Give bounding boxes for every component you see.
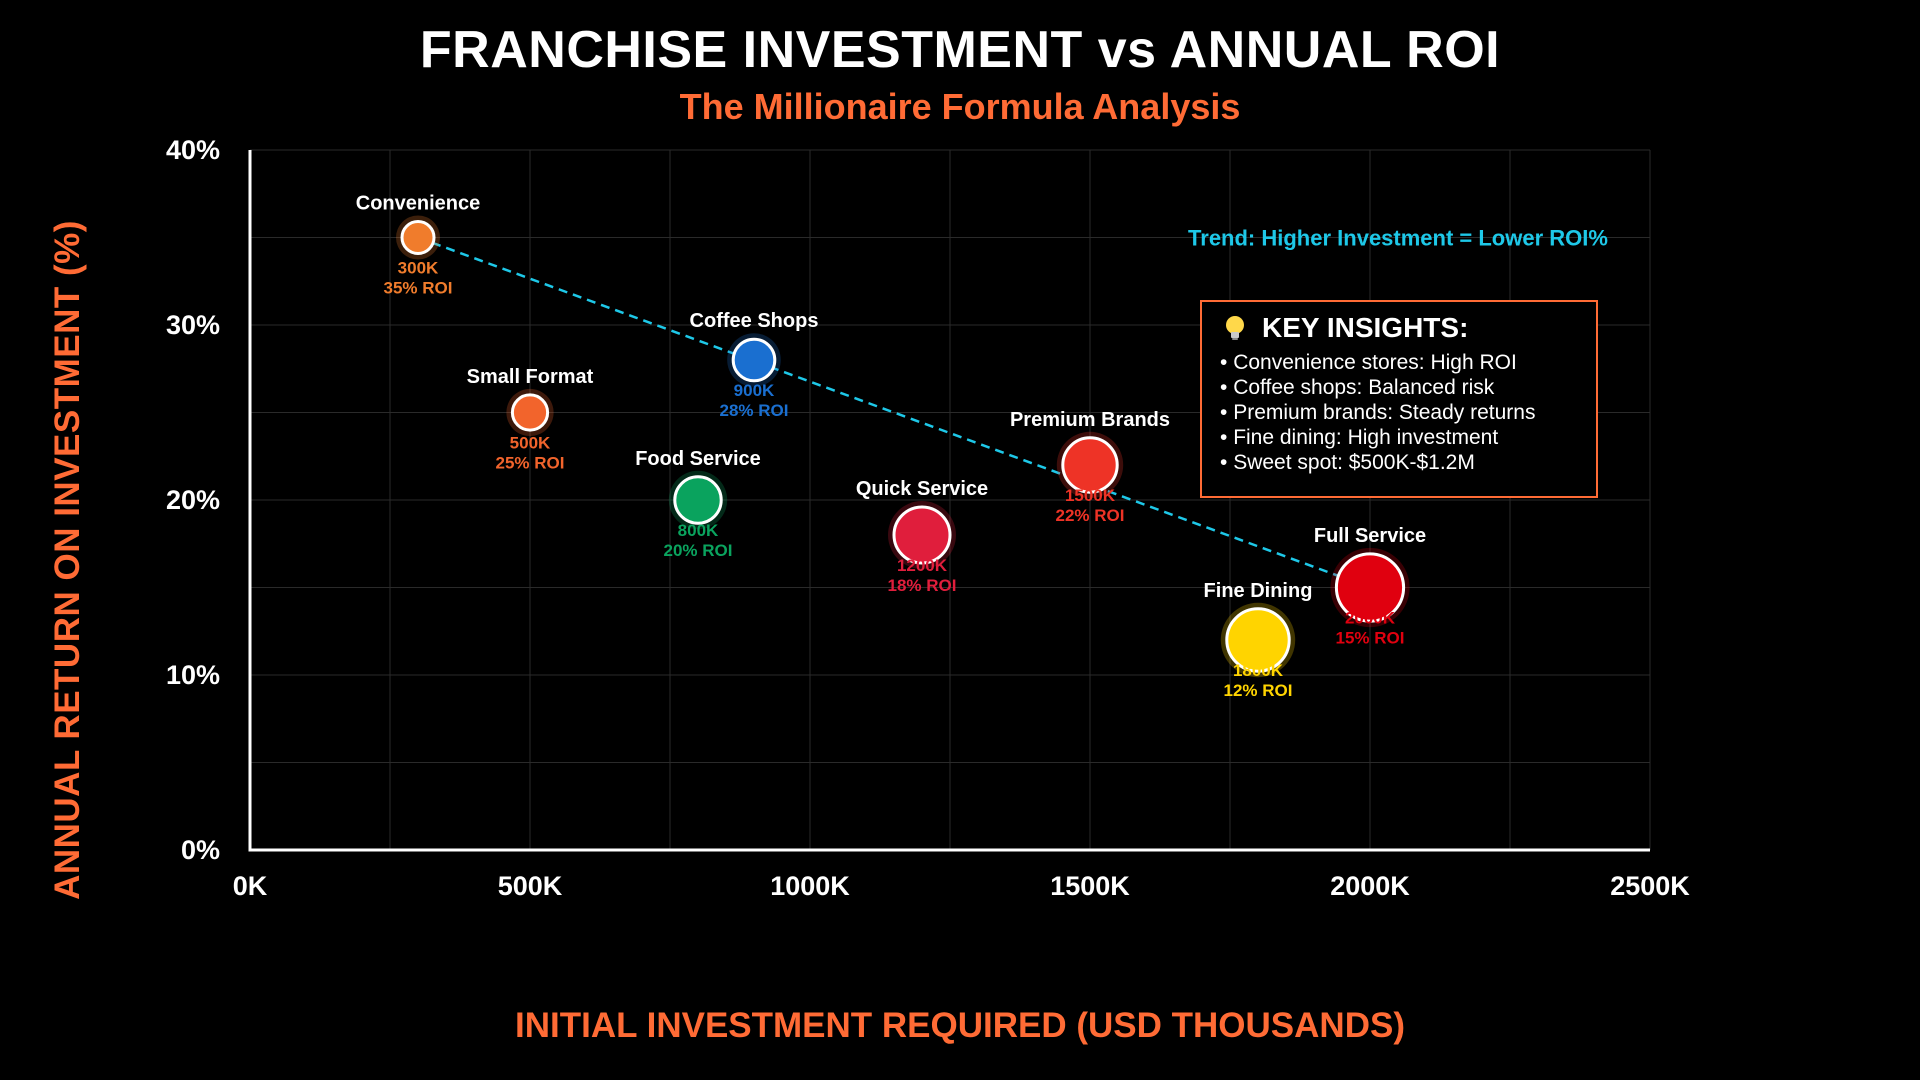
x-axis-label: INITIAL INVESTMENT REQUIRED (USD THOUSAN… xyxy=(515,1006,1405,1045)
data-point xyxy=(400,220,436,255)
data-point-roi: 15% ROI xyxy=(1336,629,1405,648)
key-insights-title: KEY INSIGHTS: xyxy=(1262,312,1469,343)
data-point-value: 2000K xyxy=(1345,609,1396,628)
data-point xyxy=(673,475,723,525)
trend: Trend: Higher Investment = Lower ROI% xyxy=(417,226,1608,589)
data-point-value: 900K xyxy=(734,381,775,400)
y-tick-label: 40% xyxy=(166,135,220,165)
y-tick-label: 20% xyxy=(166,485,220,515)
y-tick-label: 30% xyxy=(166,310,220,340)
axes: 0K 500K 1000K 1500K 2000K 2500K 0% 10% 20% 30% 40% xyxy=(166,135,1690,901)
lightbulb-icon xyxy=(1226,316,1244,340)
data-point-value: 1800K xyxy=(1233,661,1284,680)
insight-item: Fine dining: High investment xyxy=(1220,425,1578,450)
data-point-name: Fine Dining xyxy=(1204,580,1313,602)
y-tick-label: 10% xyxy=(166,660,220,690)
grid xyxy=(250,149,1651,850)
data-point-roi: 20% ROI xyxy=(664,541,733,560)
data-point-roi: 12% ROI xyxy=(1224,681,1293,700)
x-tick-label: 500K xyxy=(498,871,563,901)
data-point-value: 300K xyxy=(398,259,439,278)
data-point-value: 1200K xyxy=(897,556,948,575)
data-point-name: Food Service xyxy=(635,448,761,470)
data-point xyxy=(731,337,777,383)
data-point-value: 500K xyxy=(510,434,551,453)
x-tick-label: 2000K xyxy=(1330,871,1410,901)
key-insights-box: KEY INSIGHTS: Convenience stores: High R… xyxy=(1200,300,1598,498)
data-point-name: Convenience xyxy=(356,193,480,215)
x-tick-label: 1000K xyxy=(770,871,850,901)
y-tick-label: 0% xyxy=(181,835,220,865)
data-point xyxy=(1334,552,1406,623)
trend-line xyxy=(417,236,1371,589)
data-point-value: 1500K xyxy=(1065,486,1116,505)
insight-item: Convenience stores: High ROI xyxy=(1220,350,1578,375)
insights-list: Convenience stores: High ROI Coffee shop… xyxy=(1220,350,1578,475)
data-point xyxy=(892,505,952,565)
chart-subtitle: The Millionaire Formula Analysis xyxy=(679,86,1241,127)
data-point-roi: 18% ROI xyxy=(888,576,957,595)
insight-item: Premium brands: Steady returns xyxy=(1220,400,1578,425)
data-point-name: Quick Service xyxy=(856,478,988,500)
data-point-name: Full Service xyxy=(1314,525,1426,547)
data-point-roi: 35% ROI xyxy=(384,279,453,298)
x-tick-label: 1500K xyxy=(1050,871,1130,901)
trend-label: Trend: Higher Investment = Lower ROI% xyxy=(1188,226,1608,251)
chart-title: FRANCHISE INVESTMENT vs ANNUAL ROI xyxy=(419,21,1501,79)
key-insights-header: KEY INSIGHTS: xyxy=(1220,312,1578,344)
data-point xyxy=(510,393,550,432)
data-point-roi: 22% ROI xyxy=(1056,506,1125,525)
data-point-name: Coffee Shops xyxy=(690,310,819,332)
data-point-name: Premium Brands xyxy=(1010,409,1170,431)
insight-item: Coffee shops: Balanced risk xyxy=(1220,375,1578,400)
data-point xyxy=(1225,607,1291,673)
data-point xyxy=(1061,436,1119,494)
x-tick-label: 2500K xyxy=(1610,871,1690,901)
data-point-roi: 25% ROI xyxy=(496,454,565,473)
data-point-name: Small Format xyxy=(467,366,594,388)
data-point-value: 800K xyxy=(678,521,719,540)
data-point-roi: 28% ROI xyxy=(720,401,789,420)
insight-item: Sweet spot: $500K-$1.2M xyxy=(1220,450,1578,475)
x-tick-label: 0K xyxy=(233,871,268,901)
